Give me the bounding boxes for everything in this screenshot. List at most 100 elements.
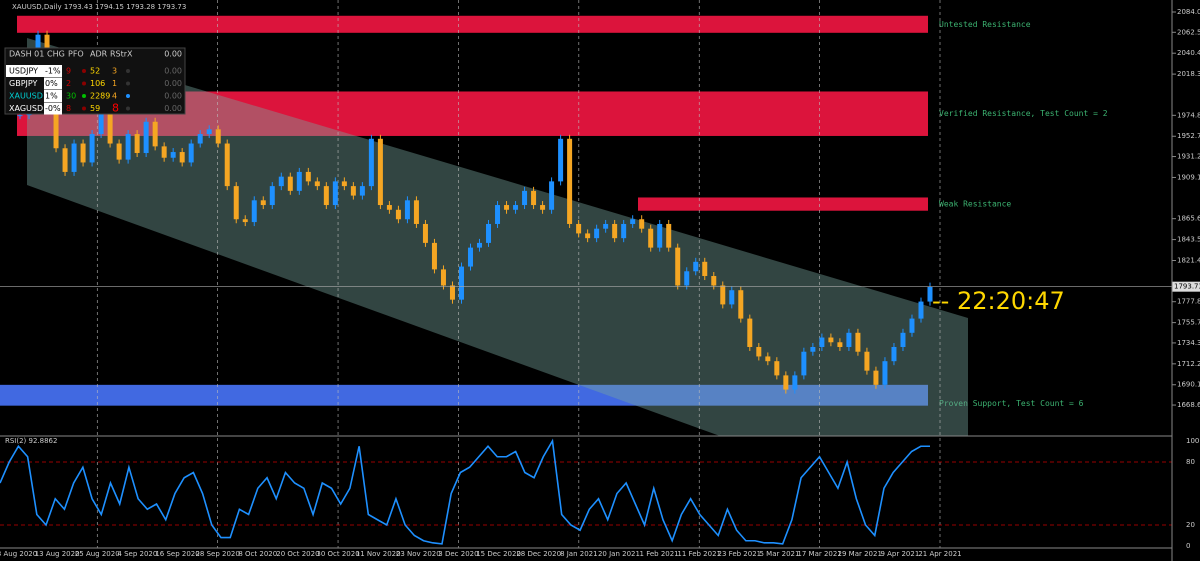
dash-header: ADR: [90, 50, 108, 59]
dash-cell: 0.00: [164, 92, 182, 101]
dashboard-panel: [4, 47, 186, 115]
last-price-box: [1172, 281, 1200, 292]
candle: [513, 205, 519, 210]
candle: [71, 143, 77, 172]
x-tick-label: 21 Apr 2021: [918, 550, 961, 558]
candle: [639, 219, 645, 229]
rsi-tick-label: 0: [1186, 542, 1190, 550]
candle: [233, 186, 239, 220]
x-tick-label: 9 Apr 2021: [880, 550, 919, 558]
candle: [404, 200, 410, 220]
candle: [215, 129, 221, 144]
dash-cell: 3: [112, 67, 117, 76]
candle: [882, 361, 888, 385]
candles: 1793.73: [0, 30, 1200, 545]
y-tick-label: 1712.20: [1177, 360, 1200, 368]
dash-cell: XAGUSD: [9, 104, 43, 113]
x-tick-label: 3 Dec 2020: [438, 550, 478, 558]
candle: [395, 209, 401, 220]
candle: [603, 223, 609, 229]
x-tick-label: 13 Aug 2020: [35, 550, 80, 558]
chg-bg: [44, 77, 62, 90]
candle: [323, 186, 329, 206]
x-tick-label: 28 Dec 2020: [516, 550, 561, 558]
candle: [287, 176, 293, 191]
dash-cell: 0.00: [164, 104, 182, 113]
x-tick-label: 4 Sep 2020: [117, 550, 157, 558]
dash-dot: [82, 106, 86, 111]
candle: [350, 186, 356, 196]
y-tick-label: 1668.65: [1177, 401, 1200, 409]
candle: [89, 134, 95, 163]
candle: [197, 134, 203, 144]
candle: [585, 233, 591, 239]
candle: [17, 115, 23, 117]
candle: [134, 134, 140, 153]
candle: [107, 105, 113, 144]
candle: [891, 346, 897, 362]
candle: [98, 105, 104, 135]
candle: [242, 219, 248, 223]
candle: [756, 346, 762, 357]
x-tick-label: 15 Dec 2020: [476, 550, 521, 558]
dash-cell: 8: [112, 102, 119, 115]
dashboard: DASH 01 CHG PFO ADR RStr X 0.00 USDJPY -1…: [4, 47, 186, 115]
y-tick-label: 2018.35: [1177, 70, 1200, 78]
candle: [567, 138, 573, 224]
y-tick-label: 1690.10: [1177, 381, 1200, 389]
dash-header: PFO: [68, 50, 84, 59]
dash-cell: 1%: [45, 92, 58, 101]
candle: [648, 228, 654, 248]
x-tick-label: 30 Oct 2020: [316, 550, 359, 558]
candle: [540, 205, 546, 210]
x-tick-label: 20 Jan 2021: [598, 550, 640, 558]
channel: [27, 38, 968, 436]
candle: [359, 186, 365, 196]
zone-label: Proven Support, Test Count = 6: [939, 399, 1084, 408]
zone-label: Weak Resistance: [939, 200, 1011, 209]
zone-label: Untested Resistance: [939, 20, 1031, 29]
x-tick-label: 11 Feb 2021: [677, 550, 721, 558]
dash-cell: 8: [66, 104, 71, 113]
candle: [341, 181, 347, 187]
candle: [305, 171, 311, 182]
chg-bg: [44, 102, 62, 115]
candle: [458, 266, 464, 300]
candle: [918, 301, 924, 319]
candle: [630, 219, 636, 224]
candle: [125, 134, 131, 160]
chart-header: XAUUSD,Daily 1793.43 1794.15 1793.28 179…: [12, 3, 186, 11]
x-tick-label: 23 Feb 2021: [718, 550, 762, 558]
chg-bg: [44, 65, 62, 77]
zone: [0, 384, 928, 406]
candle: [314, 181, 320, 187]
candle: [729, 290, 735, 305]
candle: [711, 276, 717, 286]
candle: [161, 146, 167, 158]
dash-header: 0.00: [164, 50, 182, 59]
dash-cell: 9: [66, 67, 71, 76]
y-tick-label: 1865.60: [1177, 215, 1200, 223]
x-tick-label: 5 Mar 2021: [760, 550, 800, 558]
dash-header: CHG: [47, 50, 65, 59]
dash-dot: [82, 94, 86, 98]
candle: [449, 285, 455, 300]
candle: [495, 205, 501, 224]
candle: [846, 332, 852, 347]
candle: [296, 171, 302, 191]
candle: [558, 138, 564, 182]
y-tick-label: 1777.85: [1177, 298, 1200, 306]
y-tick-label: 2040.45: [1177, 49, 1200, 57]
y-tick-label: 1843.50: [1177, 236, 1200, 244]
dash-cell: 2: [66, 79, 71, 88]
candle: [612, 223, 618, 239]
candle: [738, 290, 744, 319]
x-tick-label: 28 Sep 2020: [195, 550, 239, 558]
candle: [368, 138, 374, 187]
candle: [522, 190, 528, 206]
dash-close[interactable]: X: [127, 50, 133, 59]
candle: [594, 228, 600, 239]
rsi-tick-label: 80: [1186, 458, 1195, 466]
